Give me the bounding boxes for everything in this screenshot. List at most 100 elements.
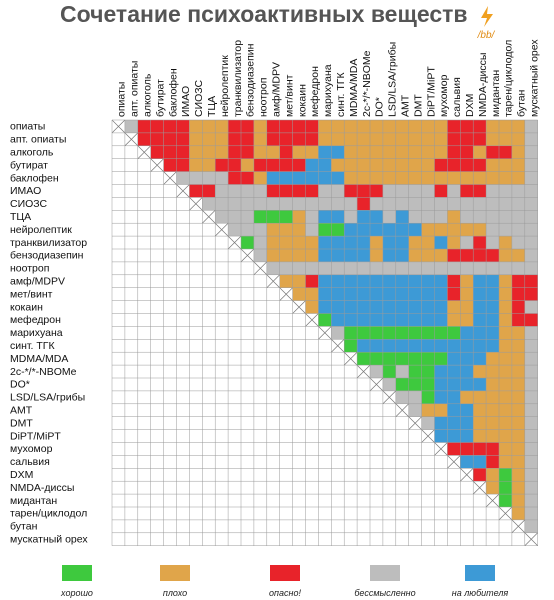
cell — [473, 455, 487, 469]
cell — [434, 416, 448, 430]
cell — [357, 223, 370, 237]
cell — [228, 171, 241, 185]
cell — [382, 171, 396, 185]
cell — [460, 249, 474, 262]
cell — [292, 171, 306, 185]
diagonal-cross — [137, 145, 151, 159]
column-label: мухомор — [438, 74, 450, 117]
diagonal-cross — [369, 377, 384, 392]
cell — [395, 300, 409, 314]
chart-title: Сочетание психоактивных веществ — [60, 1, 468, 27]
cell — [357, 171, 370, 185]
cell — [499, 494, 512, 507]
cell — [357, 300, 370, 314]
cell — [202, 132, 216, 146]
column-label: марихуана — [322, 64, 334, 117]
cell — [434, 145, 448, 159]
cell — [241, 210, 254, 224]
diagonal-cross — [279, 287, 293, 301]
cell — [331, 300, 345, 314]
cell — [189, 145, 203, 159]
cell — [499, 326, 512, 340]
cell — [370, 365, 383, 378]
legend-label: на любителя — [452, 588, 509, 598]
cell — [473, 378, 487, 391]
cell — [382, 326, 396, 340]
cell — [331, 326, 345, 340]
row-label: DMT — [10, 417, 33, 429]
cell — [499, 352, 512, 366]
cell — [279, 197, 293, 211]
cell — [473, 145, 487, 159]
cell — [473, 132, 487, 146]
cell — [357, 158, 370, 172]
cell — [486, 300, 499, 314]
cell — [357, 120, 370, 133]
cell — [279, 171, 293, 185]
cell — [511, 403, 525, 417]
column-label: LSD/LSA/грибы — [387, 42, 399, 117]
cell — [447, 365, 461, 378]
cell — [421, 223, 435, 237]
cell — [266, 132, 280, 146]
diagonal-cross — [472, 480, 487, 495]
cell — [460, 158, 474, 172]
cell — [473, 390, 487, 404]
cell — [421, 274, 435, 288]
cell — [460, 236, 474, 249]
cell — [524, 468, 538, 482]
cell — [460, 197, 474, 211]
cell — [318, 300, 332, 314]
cell — [524, 481, 538, 495]
cell — [511, 468, 525, 482]
cell — [511, 184, 525, 198]
row-label: NMDA-диссы — [10, 482, 74, 494]
cell — [215, 132, 229, 146]
cell — [434, 249, 448, 262]
cell — [344, 313, 358, 327]
cell — [524, 507, 538, 520]
cell — [486, 236, 499, 249]
cell — [150, 145, 164, 159]
cell — [460, 171, 474, 185]
cell — [305, 223, 319, 237]
cell — [460, 429, 474, 443]
cell — [344, 120, 358, 133]
cell — [421, 171, 435, 185]
cell — [395, 184, 409, 198]
cell — [473, 365, 487, 378]
cell — [370, 249, 383, 262]
cell — [524, 403, 538, 417]
cell — [421, 287, 435, 301]
cell — [511, 120, 525, 133]
cell — [434, 184, 448, 198]
cell — [150, 132, 164, 146]
cell — [241, 236, 254, 249]
cell — [253, 120, 267, 133]
cell — [124, 120, 138, 133]
cell — [524, 416, 538, 430]
cell — [473, 236, 487, 249]
cell — [486, 468, 499, 482]
cell — [486, 158, 499, 172]
cell — [318, 274, 332, 288]
cell — [473, 468, 487, 482]
diagonal-cross — [395, 403, 409, 417]
cell — [460, 223, 474, 237]
cell — [370, 184, 383, 198]
diagonal-cross — [434, 442, 448, 456]
cell — [460, 132, 474, 146]
cell — [137, 132, 151, 146]
cell — [370, 197, 383, 211]
row-label: СИОЗС — [10, 198, 48, 210]
cell — [279, 158, 293, 172]
cell — [305, 287, 319, 301]
cell — [524, 120, 538, 133]
cell — [395, 313, 409, 327]
cell — [524, 352, 538, 366]
cell — [434, 352, 448, 366]
cell — [473, 274, 487, 288]
cell — [266, 158, 280, 172]
cell — [511, 326, 525, 340]
cell — [434, 171, 448, 185]
